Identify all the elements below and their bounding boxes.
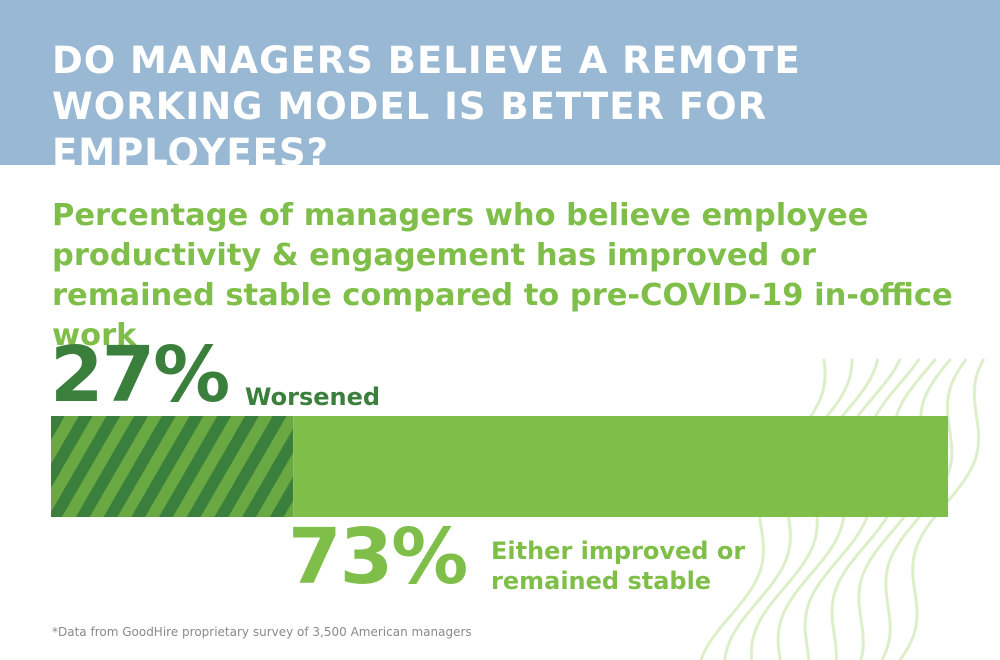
improved-percentage: 73%	[288, 513, 468, 602]
footnote: *Data from GoodHire proprietary survey o…	[52, 625, 472, 639]
bar-segment-improved	[293, 416, 948, 517]
stacked-bar	[51, 416, 948, 517]
improved-label: Either improved or remained stable	[491, 537, 746, 595]
bar-segment-worsened	[51, 416, 294, 517]
header-banner: DO MANAGERS BELIEVE A REMOTE WORKING MOD…	[0, 0, 1000, 174]
worsened-label: Worsened	[245, 383, 381, 411]
page-title: DO MANAGERS BELIEVE A REMOTE WORKING MOD…	[52, 39, 801, 174]
chart-subtitle: Percentage of managers who believe emplo…	[52, 198, 953, 353]
worsened-percentage: 27%	[50, 331, 230, 420]
